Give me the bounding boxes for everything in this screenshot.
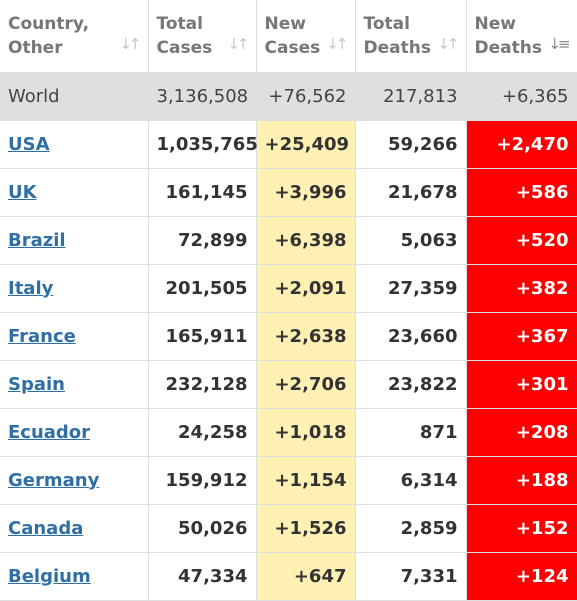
sort-arrows-icon[interactable]: ↓↑	[437, 35, 459, 53]
table-row: Germany 159,912 +1,154 6,314 +188	[0, 455, 577, 505]
new-deaths-cell: +301	[465, 359, 577, 409]
new-cases-cell: +1,018	[255, 407, 356, 457]
total-cases-cell: 159,912	[147, 455, 257, 505]
country-link[interactable]: Belgium	[8, 565, 91, 587]
country-link[interactable]: Italy	[8, 277, 54, 299]
country-link[interactable]: Ecuador	[8, 421, 91, 443]
table-row: Spain 232,128 +2,706 23,822 +301	[0, 359, 577, 409]
new-deaths-cell: +152	[465, 503, 577, 553]
total-cases-cell: 165,911	[147, 311, 257, 361]
column-header-total-cases[interactable]: Total Cases ↓↑	[147, 0, 257, 73]
country-link[interactable]: USA	[8, 133, 50, 155]
total-deaths-cell: 23,660	[354, 311, 467, 361]
new-cases-cell: +6,398	[255, 215, 356, 265]
country-cell: Italy	[0, 263, 149, 313]
total-deaths-cell: 59,266	[354, 119, 467, 169]
total-deaths-cell: 6,314	[354, 455, 467, 505]
country-cell: Spain	[0, 359, 149, 409]
new-cases-cell: +25,409	[255, 119, 356, 169]
country-cell: USA	[0, 119, 149, 169]
new-cases-cell: +647	[255, 551, 356, 601]
column-header-country[interactable]: Country, Other ↓↑	[0, 0, 149, 73]
new-deaths-cell: +367	[465, 311, 577, 361]
country-link[interactable]: Spain	[8, 373, 65, 395]
new-cases-cell: +2,638	[255, 311, 356, 361]
table-row: UK 161,145 +3,996 21,678 +586	[0, 167, 577, 217]
column-header-label: New Cases	[264, 13, 321, 58]
world-new-cases: +76,562	[255, 71, 356, 121]
column-header-new-deaths[interactable]: New Deaths ↓≡	[465, 0, 577, 73]
total-cases-cell: 232,128	[147, 359, 257, 409]
column-header-total-deaths[interactable]: Total Deaths ↓↑	[354, 0, 467, 73]
country-link[interactable]: Brazil	[8, 229, 66, 251]
country-cell: Brazil	[0, 215, 149, 265]
country-cell: Germany	[0, 455, 149, 505]
new-deaths-cell: +520	[465, 215, 577, 265]
new-cases-cell: +1,526	[255, 503, 356, 553]
country-cell: Belgium	[0, 551, 149, 601]
total-deaths-cell: 2,859	[354, 503, 467, 553]
world-label: World	[0, 71, 149, 121]
new-deaths-cell: +2,470	[465, 119, 577, 169]
new-cases-cell: +2,706	[255, 359, 356, 409]
country-link[interactable]: UK	[8, 181, 37, 203]
total-cases-cell: 50,026	[147, 503, 257, 553]
new-deaths-cell: +586	[465, 167, 577, 217]
sort-descending-icon[interactable]: ↓≡	[548, 35, 570, 53]
table-row: Canada 50,026 +1,526 2,859 +152	[0, 503, 577, 553]
total-deaths-cell: 23,822	[354, 359, 467, 409]
table-row: Italy 201,505 +2,091 27,359 +382	[0, 263, 577, 313]
total-deaths-cell: 871	[354, 407, 467, 457]
total-deaths-cell: 5,063	[354, 215, 467, 265]
country-cell: Canada	[0, 503, 149, 553]
new-deaths-cell: +188	[465, 455, 577, 505]
column-header-label: Total Deaths	[363, 13, 431, 58]
column-header-label: Total Cases	[156, 13, 213, 58]
world-new-deaths: +6,365	[465, 71, 577, 121]
total-cases-cell: 1,035,765	[147, 119, 258, 169]
world-total-cases: 3,136,508	[147, 71, 257, 121]
sort-arrows-icon[interactable]: ↓↑	[119, 35, 141, 53]
new-deaths-cell: +382	[465, 263, 577, 313]
new-deaths-cell: +124	[465, 551, 577, 601]
total-deaths-cell: 7,331	[354, 551, 467, 601]
new-deaths-cell: +208	[465, 407, 577, 457]
total-cases-cell: 161,145	[147, 167, 257, 217]
column-header-label: New Deaths	[474, 13, 542, 58]
sort-arrows-icon[interactable]: ↓↑	[227, 35, 249, 53]
country-cell: Ecuador	[0, 407, 149, 457]
table-row: France 165,911 +2,638 23,660 +367	[0, 311, 577, 361]
world-total-row: World 3,136,508 +76,562 217,813 +6,365	[0, 71, 577, 121]
country-cell: UK	[0, 167, 149, 217]
new-cases-cell: +3,996	[255, 167, 356, 217]
header-row: Country, Other ↓↑ Total Cases ↓↑ New Cas…	[0, 0, 577, 73]
total-cases-cell: 72,899	[147, 215, 257, 265]
table-row: Belgium 47,334 +647 7,331 +124	[0, 551, 577, 601]
column-header-new-cases[interactable]: New Cases ↓↑	[255, 0, 356, 73]
total-cases-cell: 201,505	[147, 263, 257, 313]
table-body: World 3,136,508 +76,562 217,813 +6,365 U…	[0, 71, 577, 601]
country-link[interactable]: France	[8, 325, 76, 347]
total-cases-cell: 24,258	[147, 407, 257, 457]
country-cell: France	[0, 311, 149, 361]
new-cases-cell: +1,154	[255, 455, 356, 505]
total-deaths-cell: 27,359	[354, 263, 467, 313]
total-deaths-cell: 21,678	[354, 167, 467, 217]
world-total-deaths: 217,813	[354, 71, 467, 121]
table-row: Ecuador 24,258 +1,018 871 +208	[0, 407, 577, 457]
table-row: Brazil 72,899 +6,398 5,063 +520	[0, 215, 577, 265]
column-header-label: Country, Other	[8, 13, 90, 58]
country-link[interactable]: Canada	[8, 517, 84, 539]
table-row: USA 1,035,765 +25,409 59,266 +2,470	[0, 119, 577, 169]
table-header: Country, Other ↓↑ Total Cases ↓↑ New Cas…	[0, 0, 577, 73]
country-link[interactable]: Germany	[8, 469, 100, 491]
sort-arrows-icon[interactable]: ↓↑	[326, 35, 348, 53]
total-cases-cell: 47,334	[147, 551, 257, 601]
new-cases-cell: +2,091	[255, 263, 356, 313]
